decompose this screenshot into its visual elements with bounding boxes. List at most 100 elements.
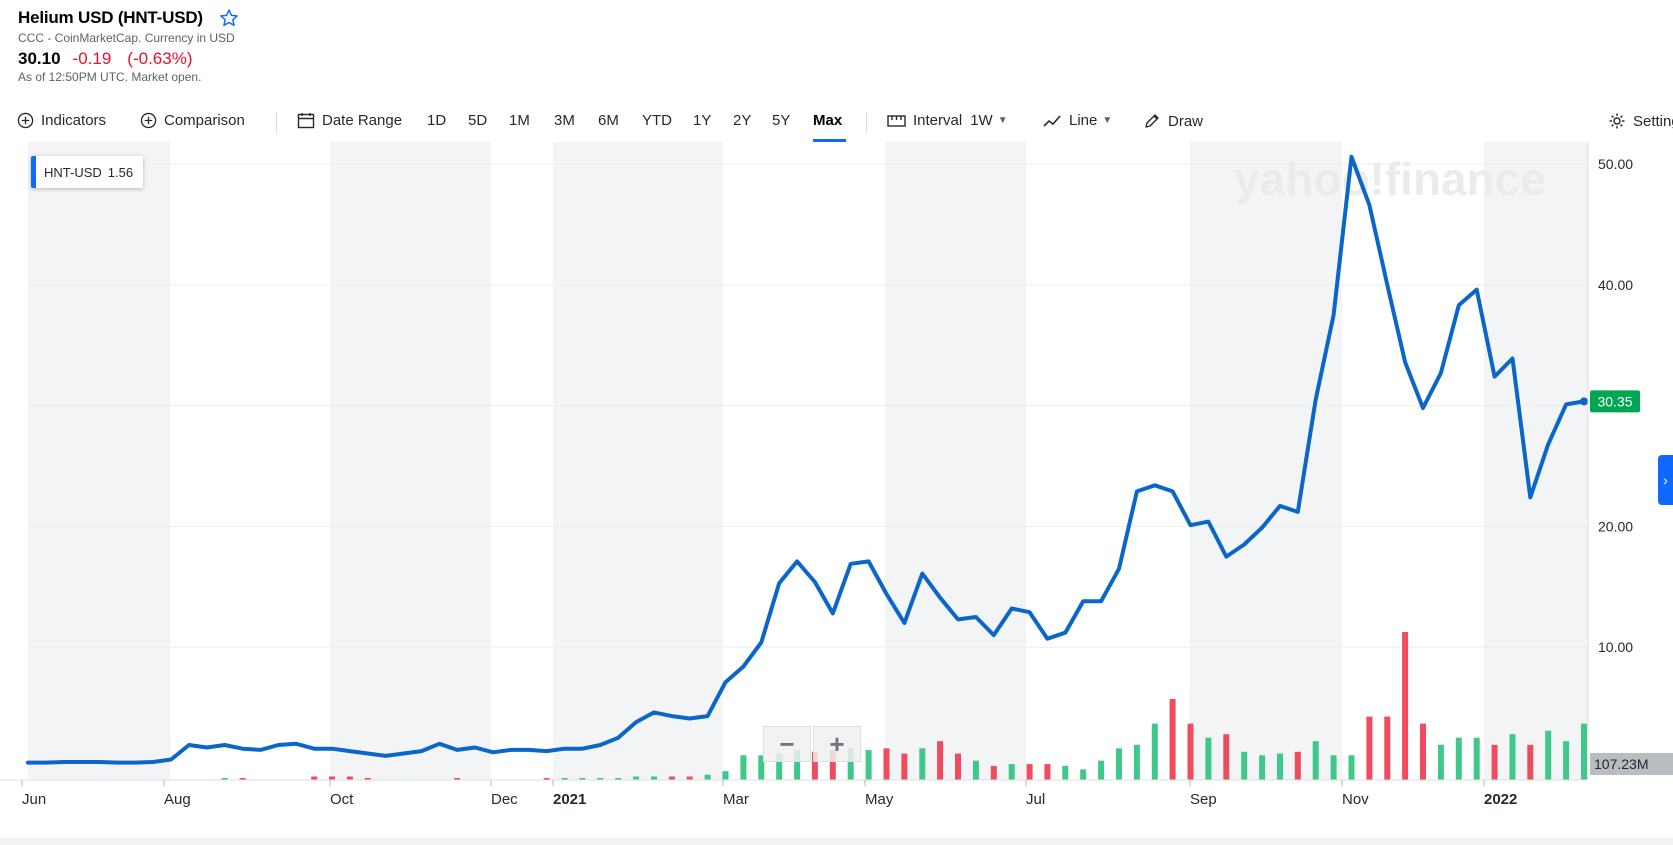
- page-title: Helium USD (HNT-USD): [18, 8, 203, 27]
- indicators-button[interactable]: Indicators: [17, 112, 106, 129]
- x-tick-label: May: [865, 791, 894, 808]
- volume-bar: [597, 778, 604, 780]
- volume-bar: [454, 778, 461, 780]
- x-tick-label: Jul: [1026, 791, 1045, 808]
- zoom-out-button[interactable]: −: [763, 726, 811, 762]
- price-change-percent: (-0.63%): [127, 49, 193, 68]
- volume-bar: [937, 741, 944, 780]
- volume-bar: [794, 750, 801, 780]
- volume-bar: [651, 776, 657, 780]
- date-range-button[interactable]: Date Range: [297, 112, 402, 129]
- price-line: [26, 154, 1586, 765]
- settings-button[interactable]: Settings: [1608, 112, 1673, 130]
- interval-label: Interval: [913, 112, 963, 129]
- volume-bar: [1205, 737, 1212, 780]
- volume-bar: [811, 751, 818, 780]
- volume-bar: [919, 748, 926, 780]
- comparison-label: Comparison: [164, 112, 245, 129]
- volume-bar: [1169, 699, 1176, 780]
- chart-toolbar: Indicators Comparison Date Range 1D 5D 1…: [0, 100, 1673, 144]
- star-icon[interactable]: [219, 8, 239, 28]
- x-tick-label: Aug: [164, 791, 191, 808]
- date-range-label: Date Range: [322, 112, 403, 129]
- x-axis-ticks: Jun Aug Oct Dec 2021 Mar May Jul Sep Nov 2022: [21, 780, 1517, 808]
- volume-bar: [990, 765, 997, 780]
- volume-bar: [1348, 755, 1355, 780]
- volume-bar: [364, 778, 371, 780]
- draw-label: Draw: [1168, 112, 1204, 130]
- settings-label: Settings: [1633, 112, 1673, 130]
- x-tick-label: Jun: [22, 791, 46, 808]
- volume-bar: [1080, 769, 1087, 780]
- volume-bar: [1312, 741, 1319, 780]
- volume-bar: [1187, 723, 1194, 780]
- y-tick-label: 40.00: [1598, 277, 1633, 293]
- range-1d[interactable]: 1D: [427, 112, 447, 129]
- line-chart-icon: [1043, 114, 1061, 127]
- volume-bar: [722, 771, 729, 780]
- range-6m[interactable]: 6M: [598, 112, 619, 129]
- volume-bar: [615, 778, 622, 780]
- volume-bar: [1581, 723, 1587, 780]
- volume-bar: [1384, 716, 1391, 780]
- volume-bar: [543, 778, 550, 780]
- series-color-swatch: [31, 156, 36, 188]
- month-bands: [28, 142, 1588, 780]
- volume-bar: [1008, 764, 1015, 780]
- chart-type-button[interactable]: Line ▼: [1043, 112, 1112, 129]
- range-ytd[interactable]: YTD: [642, 112, 672, 129]
- month-band: [28, 142, 170, 780]
- chart-type-label: Line: [1069, 112, 1098, 129]
- range-5d[interactable]: 5D: [468, 112, 488, 129]
- volume-bar: [1402, 632, 1409, 780]
- indicators-label: Indicators: [41, 112, 107, 129]
- range-5y[interactable]: 5Y: [772, 112, 791, 129]
- comparison-button[interactable]: Comparison: [140, 112, 245, 129]
- yahoo-finance-watermark: yahoo!finance: [1234, 153, 1546, 205]
- series-legend[interactable]: HNT-USD 1.56: [31, 156, 144, 188]
- volume-bar: [329, 776, 335, 780]
- source-subtitle: CCC - CoinMarketCap. Currency in USD: [18, 31, 235, 45]
- zoom-controls: − +: [763, 726, 863, 762]
- calendar-icon: [297, 113, 315, 129]
- volume-tag-bg: [1590, 753, 1673, 775]
- range-3m[interactable]: 3M: [554, 112, 575, 129]
- gear-icon: [1609, 113, 1625, 129]
- toolbar-divider: [866, 112, 867, 134]
- volume-bar: [1151, 723, 1158, 780]
- x-tick-label: Sep: [1190, 791, 1217, 808]
- range-1m[interactable]: 1M: [509, 112, 530, 129]
- expand-panel-button[interactable]: ›: [1658, 455, 1673, 505]
- pencil-icon: [1145, 114, 1159, 128]
- legend-symbol: HNT-USD: [44, 164, 102, 180]
- volume-bar: [865, 750, 872, 780]
- chevron-down-icon: ▼: [997, 115, 1008, 126]
- volume-bar: [704, 774, 711, 780]
- volume-bar: [1044, 764, 1051, 780]
- volume-bar: [633, 776, 640, 780]
- volume-bar: [561, 778, 568, 780]
- month-band: [885, 142, 1026, 780]
- y-tick-label: 10.00: [1598, 639, 1633, 655]
- price-chart[interactable]: yahoo!finance 50.0040.0030.0020.0010.00 …: [0, 142, 1673, 832]
- volume-bar: [1098, 760, 1105, 780]
- quote-header: Helium USD (HNT-USD) CCC - CoinMarketCap…: [18, 8, 239, 84]
- legend-value: 1.56: [107, 164, 134, 180]
- month-band: [1484, 142, 1588, 780]
- chevron-down-icon: ▼: [1102, 115, 1113, 126]
- volume-bar: [1330, 755, 1337, 780]
- draw-button[interactable]: Draw: [1143, 112, 1203, 130]
- interval-button[interactable]: Interval 1W ▼: [887, 112, 1008, 129]
- range-max[interactable]: Max: [813, 112, 843, 129]
- x-tick-label: Mar: [723, 791, 749, 808]
- volume-bar: [776, 753, 783, 780]
- range-1y[interactable]: 1Y: [693, 112, 712, 129]
- volume-bar: [1491, 744, 1498, 780]
- range-2y[interactable]: 2Y: [733, 112, 752, 129]
- volume-bar: [847, 748, 854, 780]
- volume-bar: [239, 778, 246, 780]
- zoom-in-button[interactable]: +: [813, 726, 861, 762]
- ruler-icon: [887, 114, 906, 127]
- plus-circle-icon: [17, 112, 34, 129]
- volume-bar: [758, 755, 765, 780]
